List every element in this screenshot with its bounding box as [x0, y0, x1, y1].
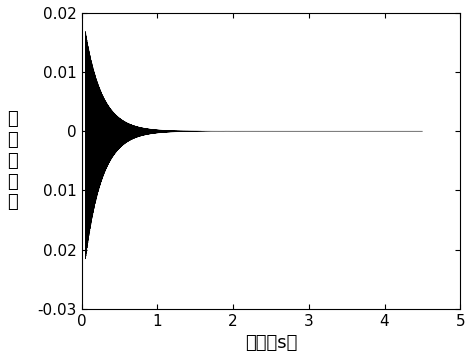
X-axis label: 时间（s）: 时间（s） — [244, 334, 297, 352]
Y-axis label: 长
标
距
应
变: 长 标 距 应 变 — [7, 110, 17, 211]
